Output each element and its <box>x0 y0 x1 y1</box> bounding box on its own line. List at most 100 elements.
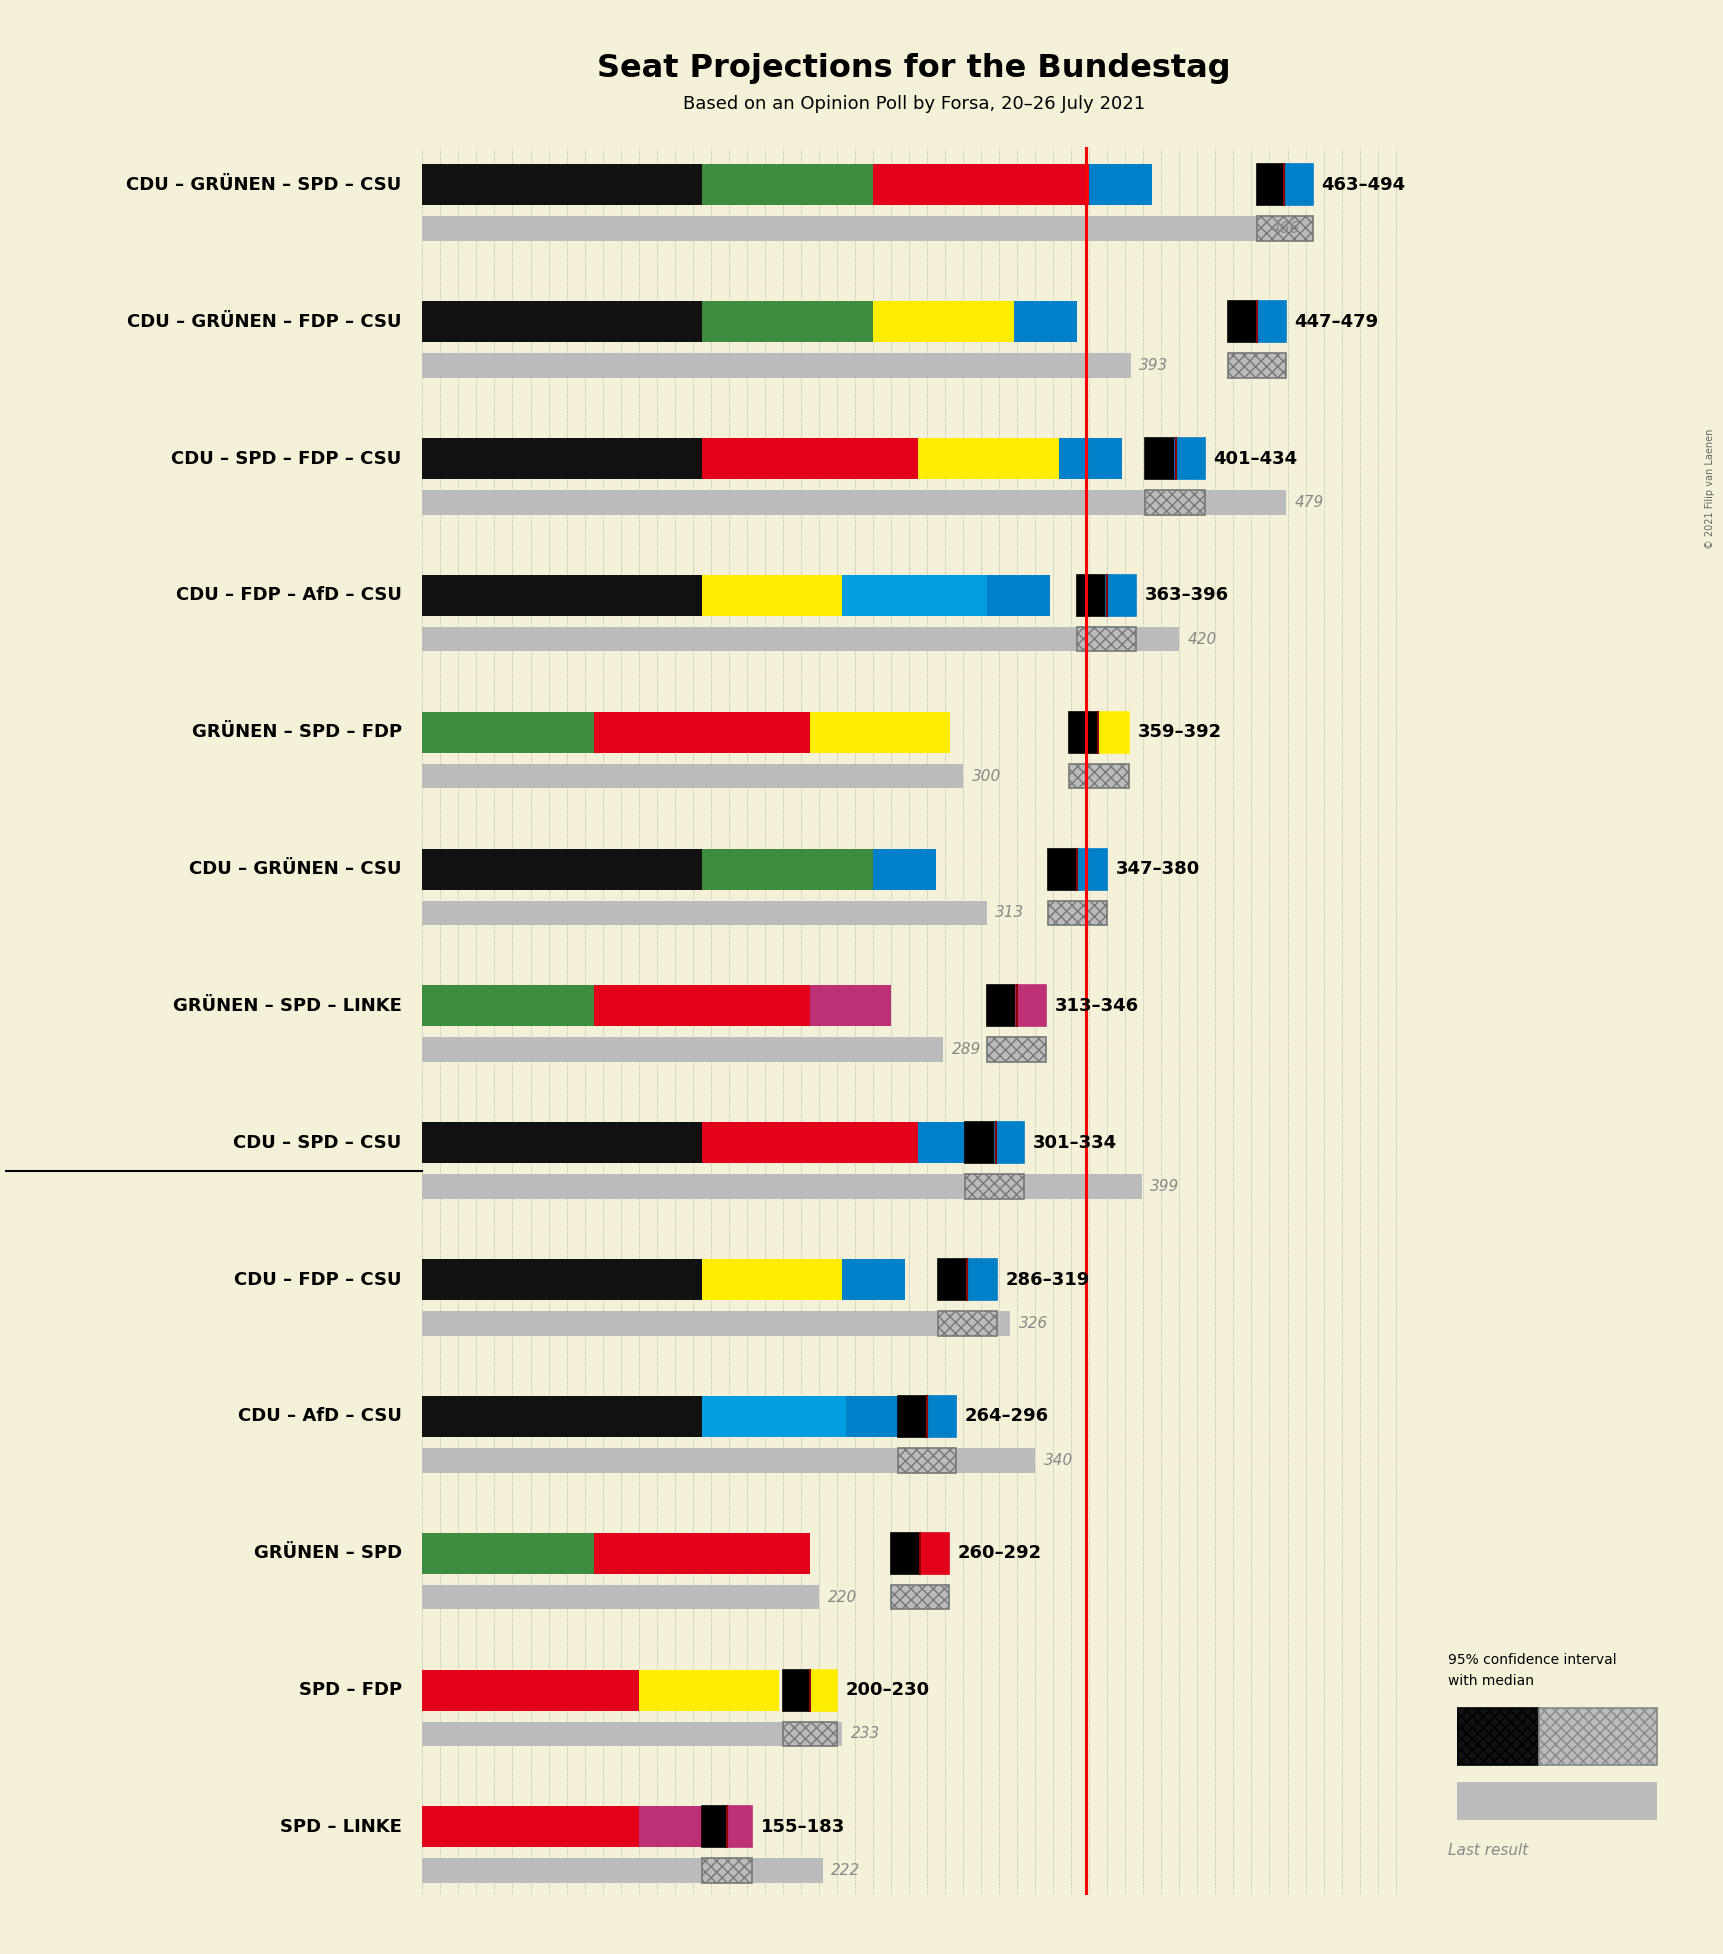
Text: Last result: Last result <box>1447 1843 1528 1858</box>
Text: Based on an Opinion Poll by Forsa, 20–26 July 2021: Based on an Opinion Poll by Forsa, 20–26… <box>682 94 1144 113</box>
Bar <box>701 301 872 342</box>
Text: 347–380: 347–380 <box>1115 860 1199 877</box>
Bar <box>846 1395 908 1436</box>
Text: CDU – SPD – CSU: CDU – SPD – CSU <box>233 1133 401 1151</box>
Text: Seat Projections for the Bundestag: Seat Projections for the Bundestag <box>596 53 1230 84</box>
Bar <box>422 1311 1010 1337</box>
Bar <box>1173 438 1204 479</box>
Bar <box>1075 574 1106 616</box>
Text: 313: 313 <box>994 905 1023 920</box>
Bar <box>422 627 1179 651</box>
Bar <box>593 985 810 1026</box>
Text: CDU – GRÜNEN – CSU: CDU – GRÜNEN – CSU <box>190 860 401 877</box>
Text: 233: 233 <box>851 1727 880 1741</box>
Bar <box>1048 848 1077 889</box>
Bar <box>422 164 701 205</box>
Text: 466: 466 <box>1270 221 1299 236</box>
Bar <box>1077 848 1106 889</box>
Bar <box>1058 438 1122 479</box>
Text: 359–392: 359–392 <box>1137 723 1222 741</box>
Bar <box>1106 574 1135 616</box>
Bar <box>891 1532 920 1573</box>
Bar <box>727 1805 751 1847</box>
Text: 463–494: 463–494 <box>1320 176 1404 193</box>
Text: 393: 393 <box>1139 358 1168 373</box>
Bar <box>1227 354 1285 377</box>
Bar <box>422 217 1261 240</box>
Bar <box>1013 301 1075 342</box>
Bar <box>701 438 918 479</box>
Bar <box>967 1258 998 1299</box>
Bar <box>422 711 593 752</box>
Bar <box>872 301 1013 342</box>
Bar <box>701 1258 843 1299</box>
Text: 200–230: 200–230 <box>844 1680 929 1700</box>
Bar <box>986 574 1049 616</box>
Text: 155–183: 155–183 <box>760 1817 844 1837</box>
Bar <box>701 1395 846 1436</box>
Bar <box>1227 301 1256 342</box>
Bar <box>872 164 1089 205</box>
Text: SPD – FDP: SPD – FDP <box>298 1680 401 1700</box>
Bar <box>1099 711 1129 752</box>
Bar <box>422 438 701 479</box>
Text: 363–396: 363–396 <box>1144 586 1228 604</box>
Bar <box>1144 438 1173 479</box>
Bar <box>422 985 593 1026</box>
Bar <box>422 1258 701 1299</box>
Bar <box>1068 711 1099 752</box>
Bar <box>891 1585 948 1610</box>
Text: 220: 220 <box>827 1589 856 1604</box>
Text: 420: 420 <box>1187 631 1216 647</box>
Bar <box>965 1122 994 1163</box>
Text: CDU – AfD – CSU: CDU – AfD – CSU <box>238 1407 401 1424</box>
Bar <box>1456 1708 1539 1766</box>
Bar <box>593 1532 810 1573</box>
Bar <box>1456 1782 1656 1821</box>
Bar <box>422 354 1130 377</box>
Text: CDU – SPD – FDP – CSU: CDU – SPD – FDP – CSU <box>171 449 401 467</box>
Text: 289: 289 <box>951 1041 980 1057</box>
Bar <box>810 711 949 752</box>
Text: SPD – LINKE: SPD – LINKE <box>279 1817 401 1837</box>
Bar <box>1089 164 1151 205</box>
Bar <box>701 164 872 205</box>
Bar <box>593 711 810 752</box>
Bar <box>422 1585 818 1610</box>
Bar <box>927 1395 955 1436</box>
Bar <box>638 1669 779 1710</box>
Text: © 2021 Filip van Laenen: © 2021 Filip van Laenen <box>1704 428 1714 549</box>
Text: CDU – FDP – AfD – CSU: CDU – FDP – AfD – CSU <box>176 586 401 604</box>
Text: GRÜNEN – SPD – LINKE: GRÜNEN – SPD – LINKE <box>172 997 401 1014</box>
Text: 340: 340 <box>1042 1452 1072 1467</box>
Bar <box>920 1532 948 1573</box>
Bar <box>843 574 986 616</box>
Bar <box>898 1395 927 1436</box>
Bar <box>422 1532 593 1573</box>
Bar <box>810 985 891 1026</box>
Bar <box>701 848 872 889</box>
Text: 447–479: 447–479 <box>1294 313 1378 330</box>
Bar <box>422 1805 638 1847</box>
Text: 300: 300 <box>972 768 1001 784</box>
Bar <box>918 438 1058 479</box>
Text: 401–434: 401–434 <box>1213 449 1297 467</box>
Bar <box>422 1858 822 1884</box>
Bar <box>422 901 986 924</box>
Bar <box>1284 164 1311 205</box>
Bar <box>638 1805 720 1847</box>
Bar <box>422 1174 1141 1200</box>
Bar <box>422 1395 701 1436</box>
Bar <box>1048 901 1106 924</box>
Text: CDU – FDP – CSU: CDU – FDP – CSU <box>234 1270 401 1288</box>
Text: with median: with median <box>1447 1675 1533 1688</box>
Bar <box>422 301 701 342</box>
Bar <box>422 848 701 889</box>
Bar <box>422 1669 638 1710</box>
Text: 399: 399 <box>1149 1178 1179 1194</box>
Bar <box>1256 301 1285 342</box>
Bar <box>994 1122 1023 1163</box>
Bar <box>965 1174 1023 1200</box>
Bar <box>843 1258 905 1299</box>
Text: 326: 326 <box>1018 1315 1048 1331</box>
